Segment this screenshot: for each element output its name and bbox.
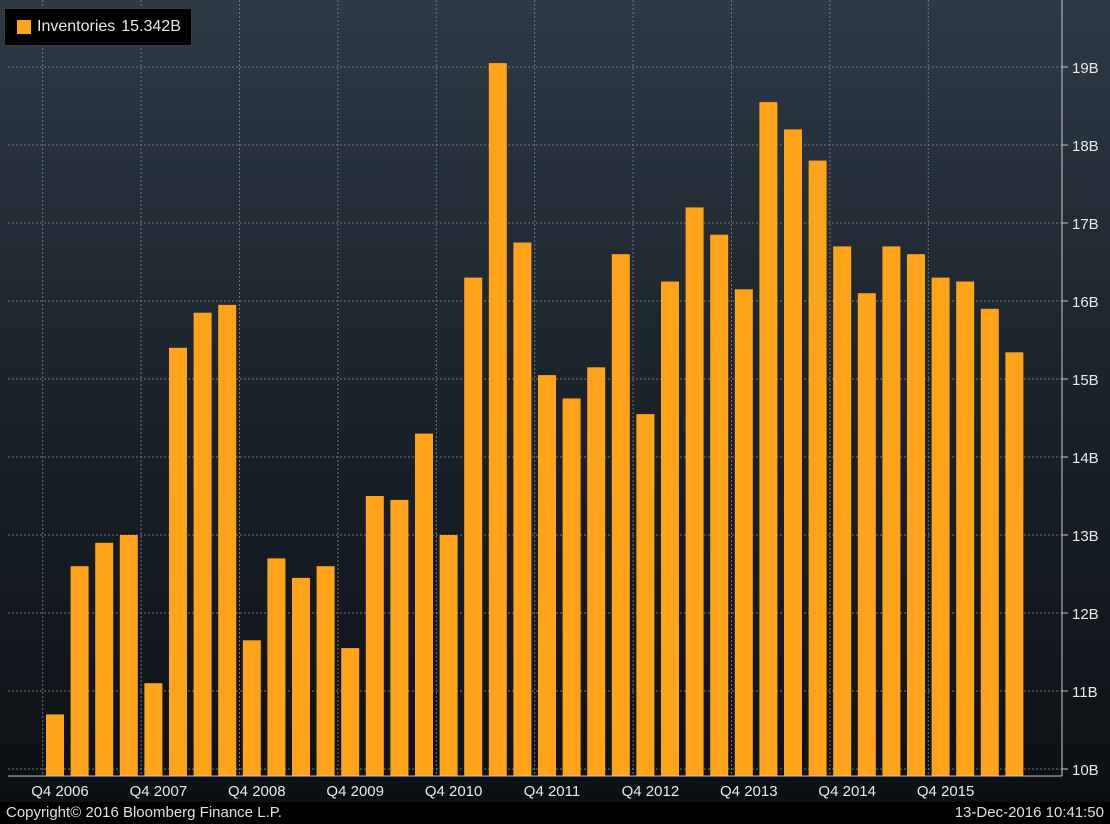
bar <box>169 347 187 776</box>
bar <box>611 254 630 776</box>
bar <box>710 234 729 776</box>
y-tick-label: 12B <box>1072 606 1099 623</box>
x-tick-label: Q4 2008 <box>228 783 286 800</box>
bar <box>907 254 925 776</box>
bar <box>95 542 114 776</box>
bar <box>833 246 852 776</box>
bar <box>46 714 64 776</box>
x-tick-label: Q4 2015 <box>917 783 975 800</box>
bar <box>956 281 975 776</box>
bar <box>390 499 409 776</box>
y-tick-label: 15B <box>1072 372 1099 389</box>
x-tick-label: Q4 2013 <box>720 783 778 800</box>
x-tick-label: Q4 2007 <box>130 783 188 800</box>
y-tick-label: 19B <box>1072 60 1099 77</box>
y-tick-label: 14B <box>1072 450 1099 467</box>
bar <box>808 160 827 777</box>
legend-value: 15.342B <box>121 18 181 35</box>
y-tick-label: 10B <box>1072 762 1099 779</box>
bar <box>661 281 679 776</box>
bar <box>513 242 532 776</box>
x-tick-label: Q4 2012 <box>622 783 680 800</box>
bar <box>415 433 433 776</box>
bar <box>882 246 901 776</box>
bar <box>242 640 261 776</box>
bar <box>784 129 802 776</box>
legend-label: Inventories <box>37 18 116 35</box>
bar <box>365 496 384 776</box>
bar-series <box>46 63 1024 777</box>
bar <box>70 566 89 776</box>
bar <box>931 277 950 776</box>
y-tick-label: 17B <box>1072 216 1099 233</box>
bar <box>316 566 335 776</box>
bar <box>144 683 163 776</box>
x-tick-label: Q4 2010 <box>425 783 483 800</box>
bar <box>292 577 310 776</box>
y-tick-label: 11B <box>1072 684 1098 701</box>
bar <box>119 535 138 776</box>
y-tick-label: 18B <box>1072 138 1099 155</box>
bar <box>734 289 753 776</box>
bar-chart: 10B 11B 12B 13B 14B 15B 16B 17B 18B 19B Q4 2006 Q4 … <box>8 0 1099 800</box>
x-tick-label: Q4 2011 <box>524 783 580 800</box>
x-tick-label: Q4 2014 <box>818 783 876 800</box>
bar <box>538 375 556 776</box>
timestamp: 13-Dec-2016 10:41:50 <box>954 804 1104 821</box>
y-tick-label: 16B <box>1072 294 1099 311</box>
bar <box>685 207 704 776</box>
bar <box>562 398 581 776</box>
bar <box>857 293 876 776</box>
bar <box>587 367 606 776</box>
bar <box>341 648 360 776</box>
copyright-text: Copyright© 2016 Bloomberg Finance L.P. <box>6 804 282 821</box>
bar <box>193 312 212 776</box>
bar <box>267 558 286 776</box>
legend: Inventories 15.342B <box>4 8 192 46</box>
bar <box>980 308 999 776</box>
bar <box>439 535 458 776</box>
axes: 10B 11B 12B 13B 14B 15B 16B 17B 18B 19B Q4 2006 Q4 … <box>8 0 1099 800</box>
bar <box>488 63 507 777</box>
x-tick-label: Q4 2009 <box>326 783 384 800</box>
bar <box>218 304 237 776</box>
bar <box>759 102 778 777</box>
bar <box>1005 352 1024 776</box>
gridlines <box>8 0 1062 776</box>
x-tick-label: Q4 2006 <box>31 783 89 800</box>
bar <box>636 414 655 776</box>
legend-swatch <box>17 20 31 34</box>
y-tick-label: 13B <box>1072 528 1099 545</box>
footer: Copyright© 2016 Bloomberg Finance L.P. 1… <box>0 802 1110 824</box>
bar <box>464 277 483 776</box>
